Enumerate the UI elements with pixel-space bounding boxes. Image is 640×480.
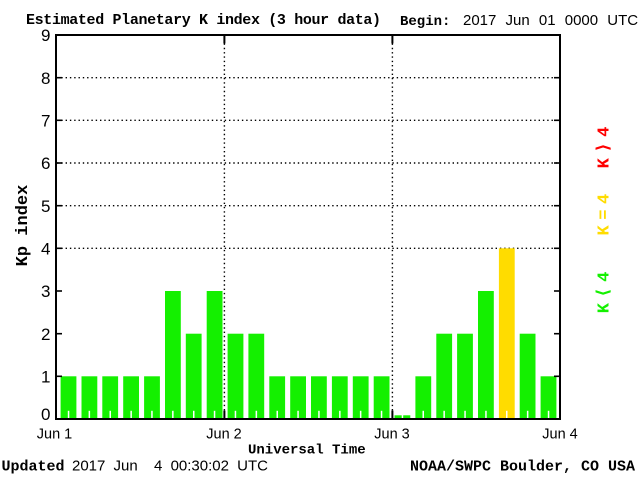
- svg-text:Jun 4: Jun 4: [542, 426, 577, 442]
- svg-text:Jun 1: Jun 1: [37, 426, 72, 442]
- svg-text:K⟨4: K⟨4: [596, 266, 615, 313]
- svg-text:7: 7: [41, 112, 50, 131]
- svg-text:5: 5: [41, 197, 50, 216]
- svg-text:Kp index: Kp index: [14, 185, 33, 267]
- svg-text:Jun 2: Jun 2: [206, 426, 241, 442]
- svg-text:Jun 3: Jun 3: [374, 426, 409, 442]
- svg-text:2017 Jun 01 0000 UTC: 2017 Jun 01 0000 UTC: [463, 12, 638, 29]
- svg-text:1: 1: [41, 368, 50, 387]
- svg-text:6: 6: [41, 154, 50, 173]
- svg-text:Estimated Planetary K index (3: Estimated Planetary K index (3 hour data…: [26, 12, 381, 29]
- svg-text:2: 2: [41, 325, 50, 344]
- svg-text:4: 4: [41, 240, 50, 259]
- svg-text:8: 8: [41, 69, 50, 88]
- svg-text:Updated: Updated: [2, 459, 65, 476]
- svg-text:0: 0: [41, 405, 50, 424]
- svg-text:Universal Time: Universal Time: [248, 443, 366, 459]
- svg-text:NOAA/SWPC Boulder, CO USA: NOAA/SWPC Boulder, CO USA: [410, 459, 635, 476]
- svg-text:Begin:: Begin:: [400, 14, 450, 30]
- svg-text:9: 9: [41, 26, 50, 45]
- svg-text:K=4: K=4: [596, 188, 615, 235]
- svg-text:3: 3: [41, 282, 50, 301]
- svg-text:K⟩4: K⟩4: [596, 121, 615, 168]
- svg-text:2017 Jun 4 00:30:02 UTC: 2017 Jun 4 00:30:02 UTC: [72, 458, 268, 475]
